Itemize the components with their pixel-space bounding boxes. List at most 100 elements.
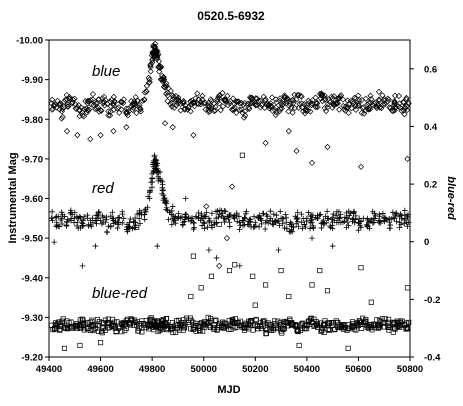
blue-red-point [226, 322, 233, 328]
blue-point [219, 89, 226, 97]
red-point [350, 215, 357, 222]
data-points [48, 40, 412, 351]
red-point [195, 210, 202, 216]
blue-point [278, 105, 285, 112]
blue-point [247, 95, 254, 102]
blue-point [115, 104, 122, 111]
blue-point [97, 107, 104, 114]
red-point [58, 209, 65, 215]
blue-point [285, 108, 292, 115]
red-point [141, 211, 148, 218]
blue-red-point [288, 322, 294, 328]
blue-point [69, 96, 77, 103]
red-point [298, 219, 305, 226]
red-point [282, 211, 289, 218]
blue-point [277, 100, 285, 107]
blue-point [324, 101, 332, 108]
red-point [175, 215, 181, 222]
blue-red-point [169, 320, 176, 326]
blue-point [295, 91, 302, 99]
red-point [55, 223, 61, 229]
blue-red-point [121, 322, 127, 328]
y-axis-title: Instrumental Mag [7, 152, 19, 243]
x-tick-label: 50200 [242, 364, 268, 375]
blue-point [143, 88, 150, 95]
y-tick-label: -9.70 [21, 154, 43, 165]
red-point [213, 208, 219, 215]
blue-point [379, 101, 387, 108]
red-point [270, 221, 277, 228]
blue-point [391, 99, 398, 106]
blue-point [141, 89, 148, 96]
blue-point [120, 99, 127, 107]
blue-point [269, 107, 276, 114]
blue-red-point [359, 325, 365, 331]
blue-point [384, 98, 391, 105]
blue-red-point [170, 325, 176, 331]
red-point [233, 210, 240, 216]
y2-tick-label: 0.2 [424, 180, 437, 191]
red-point [393, 218, 400, 225]
red-point [201, 220, 208, 227]
red-point [201, 225, 208, 232]
red-point [342, 214, 348, 221]
blue-red-point [110, 322, 117, 328]
blue-point [370, 100, 377, 107]
blue-point [182, 102, 189, 109]
red-point [226, 219, 233, 226]
blue-point [227, 98, 234, 105]
blue-point [195, 100, 202, 108]
blue-red-point [68, 319, 74, 325]
blue-point [216, 100, 223, 107]
red-point [169, 221, 175, 228]
red-point [324, 215, 331, 222]
red-point [153, 164, 159, 170]
blue-point [160, 73, 167, 81]
blue-red-outlier-point [134, 224, 140, 230]
blue-red-point [96, 319, 102, 325]
red-point [53, 214, 59, 221]
blue-point [200, 100, 207, 107]
blue-point [76, 113, 83, 120]
blue-red-point [390, 329, 396, 335]
red-point [180, 219, 186, 226]
series-label-red: red [92, 180, 114, 197]
blue-red-point [378, 319, 384, 325]
blue-point [308, 100, 316, 107]
blue-red-outlier-point [188, 293, 194, 300]
blue-red-outlier-point [239, 152, 245, 158]
red-point [221, 215, 228, 222]
blue-point [185, 104, 192, 111]
blue-red-point [403, 326, 409, 332]
red-point [211, 219, 217, 226]
red-point [397, 211, 404, 217]
blue-point [53, 104, 60, 111]
blue-point [207, 96, 214, 103]
blue-red-point [100, 325, 106, 331]
red-point [393, 210, 400, 216]
blue-point [156, 64, 163, 71]
red-point [360, 215, 367, 222]
blue-red-point [242, 321, 248, 328]
red-point [198, 211, 205, 217]
red-point [231, 215, 238, 222]
blue-red-point [105, 319, 111, 325]
blue-point [253, 101, 261, 108]
red-point [293, 215, 300, 222]
red-point [164, 207, 171, 214]
red-point [80, 217, 86, 224]
blue-point [258, 102, 265, 109]
blue-point [141, 96, 148, 103]
blue-point [210, 100, 218, 107]
blue-red-point [257, 319, 263, 325]
red-point [262, 219, 269, 226]
blue-point [110, 93, 117, 100]
y2-tick-label: -0.4 [424, 353, 441, 364]
x-tick-label: 49600 [87, 364, 113, 375]
blue-point [279, 102, 286, 109]
red-point [345, 215, 351, 222]
x-tick-label: 50000 [191, 364, 217, 375]
blue-point [154, 52, 161, 59]
red-point [277, 208, 284, 215]
blue-red-point [79, 319, 86, 325]
